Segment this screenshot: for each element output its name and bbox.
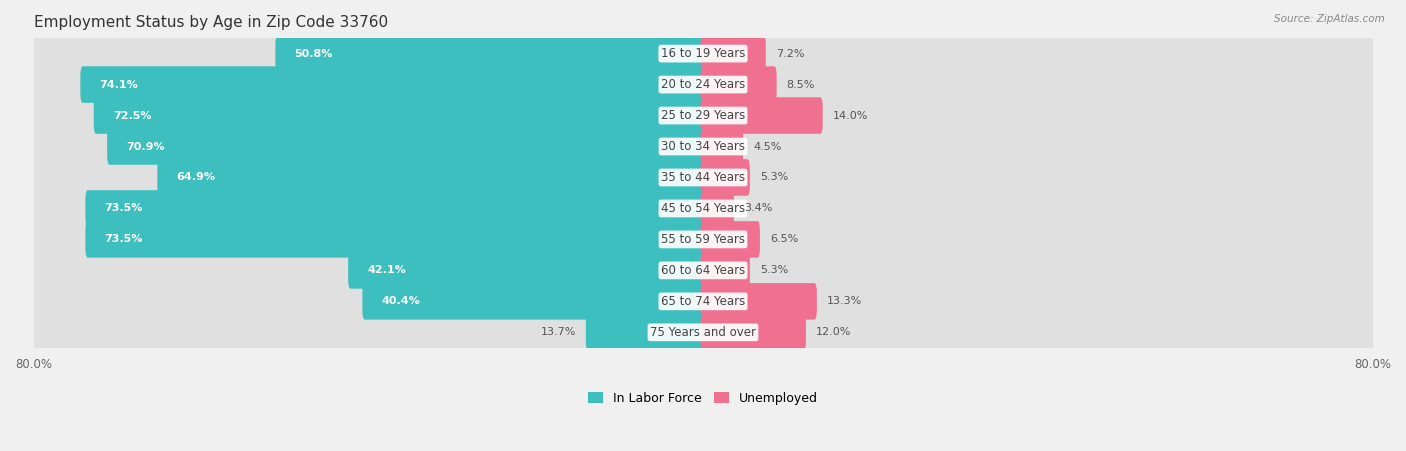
Text: 64.9%: 64.9% (177, 172, 215, 183)
FancyBboxPatch shape (700, 252, 1375, 289)
Text: 13.7%: 13.7% (540, 327, 576, 337)
FancyBboxPatch shape (700, 159, 1375, 196)
Text: 72.5%: 72.5% (112, 110, 152, 120)
FancyBboxPatch shape (31, 283, 706, 320)
Text: 35 to 44 Years: 35 to 44 Years (661, 171, 745, 184)
FancyBboxPatch shape (700, 97, 823, 134)
Text: 13.3%: 13.3% (827, 296, 862, 306)
FancyBboxPatch shape (34, 100, 1372, 131)
Legend: In Labor Force, Unemployed: In Labor Force, Unemployed (583, 387, 823, 410)
FancyBboxPatch shape (31, 159, 706, 196)
FancyBboxPatch shape (31, 66, 706, 103)
Text: 5.3%: 5.3% (759, 265, 789, 276)
FancyBboxPatch shape (700, 159, 749, 196)
FancyBboxPatch shape (86, 221, 706, 258)
Text: 73.5%: 73.5% (104, 235, 143, 244)
FancyBboxPatch shape (31, 252, 706, 289)
FancyBboxPatch shape (700, 190, 734, 227)
FancyBboxPatch shape (80, 66, 706, 103)
Text: 4.5%: 4.5% (754, 142, 782, 152)
FancyBboxPatch shape (363, 283, 706, 320)
Text: 60 to 64 Years: 60 to 64 Years (661, 264, 745, 277)
FancyBboxPatch shape (34, 224, 1372, 255)
FancyBboxPatch shape (700, 35, 1375, 72)
FancyBboxPatch shape (31, 314, 706, 350)
Text: 6.5%: 6.5% (770, 235, 799, 244)
FancyBboxPatch shape (34, 69, 1372, 100)
FancyBboxPatch shape (700, 283, 1375, 320)
FancyBboxPatch shape (31, 97, 706, 134)
Text: 45 to 54 Years: 45 to 54 Years (661, 202, 745, 215)
FancyBboxPatch shape (94, 97, 706, 134)
FancyBboxPatch shape (276, 35, 706, 72)
FancyBboxPatch shape (107, 128, 706, 165)
FancyBboxPatch shape (700, 314, 806, 350)
FancyBboxPatch shape (700, 190, 1375, 227)
FancyBboxPatch shape (700, 128, 744, 165)
Text: 40.4%: 40.4% (381, 296, 420, 306)
FancyBboxPatch shape (700, 252, 749, 289)
FancyBboxPatch shape (31, 128, 706, 165)
Text: 12.0%: 12.0% (815, 327, 852, 337)
FancyBboxPatch shape (700, 283, 817, 320)
FancyBboxPatch shape (700, 128, 1375, 165)
FancyBboxPatch shape (34, 193, 1372, 224)
Text: 25 to 29 Years: 25 to 29 Years (661, 109, 745, 122)
Text: 55 to 59 Years: 55 to 59 Years (661, 233, 745, 246)
Text: 30 to 34 Years: 30 to 34 Years (661, 140, 745, 153)
FancyBboxPatch shape (34, 162, 1372, 193)
Text: 42.1%: 42.1% (367, 265, 406, 276)
FancyBboxPatch shape (700, 221, 759, 258)
FancyBboxPatch shape (700, 97, 1375, 134)
FancyBboxPatch shape (586, 314, 706, 350)
Text: 20 to 24 Years: 20 to 24 Years (661, 78, 745, 91)
Text: 3.4%: 3.4% (744, 203, 772, 213)
Text: Employment Status by Age in Zip Code 33760: Employment Status by Age in Zip Code 337… (34, 15, 388, 30)
Text: 65 to 74 Years: 65 to 74 Years (661, 295, 745, 308)
Text: 7.2%: 7.2% (776, 49, 804, 59)
FancyBboxPatch shape (157, 159, 706, 196)
FancyBboxPatch shape (700, 66, 776, 103)
Text: 73.5%: 73.5% (104, 203, 143, 213)
FancyBboxPatch shape (31, 190, 706, 227)
FancyBboxPatch shape (34, 131, 1372, 162)
Text: 16 to 19 Years: 16 to 19 Years (661, 47, 745, 60)
FancyBboxPatch shape (34, 255, 1372, 286)
Text: Source: ZipAtlas.com: Source: ZipAtlas.com (1274, 14, 1385, 23)
Text: 70.9%: 70.9% (127, 142, 165, 152)
FancyBboxPatch shape (349, 252, 706, 289)
Text: 50.8%: 50.8% (295, 49, 333, 59)
FancyBboxPatch shape (34, 286, 1372, 317)
Text: 74.1%: 74.1% (100, 79, 138, 90)
FancyBboxPatch shape (700, 35, 766, 72)
FancyBboxPatch shape (700, 66, 1375, 103)
Text: 75 Years and over: 75 Years and over (650, 326, 756, 339)
Text: 8.5%: 8.5% (787, 79, 815, 90)
Text: 14.0%: 14.0% (832, 110, 868, 120)
FancyBboxPatch shape (34, 38, 1372, 69)
FancyBboxPatch shape (700, 221, 1375, 258)
FancyBboxPatch shape (31, 221, 706, 258)
FancyBboxPatch shape (86, 190, 706, 227)
FancyBboxPatch shape (31, 35, 706, 72)
FancyBboxPatch shape (700, 314, 1375, 350)
FancyBboxPatch shape (34, 317, 1372, 348)
Text: 5.3%: 5.3% (759, 172, 789, 183)
